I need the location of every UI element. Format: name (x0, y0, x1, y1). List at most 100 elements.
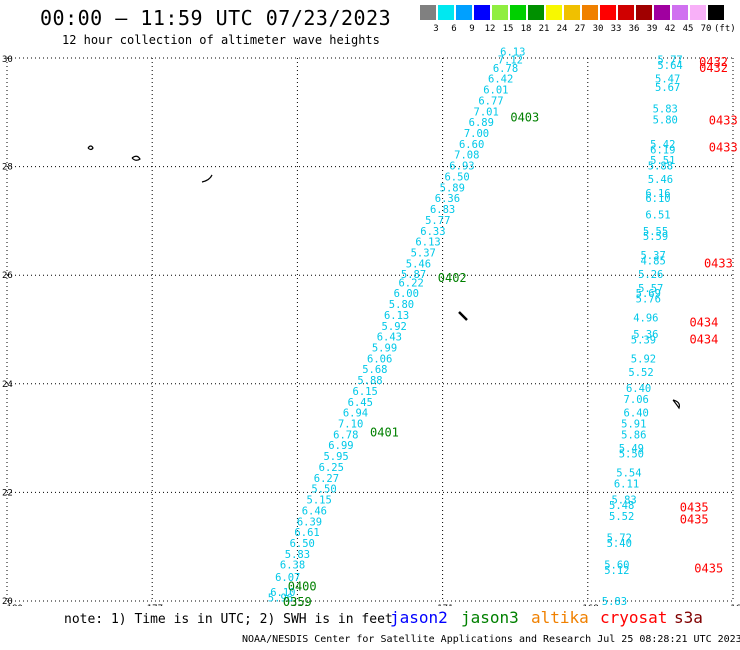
wave-height-point: 6.89 (469, 117, 494, 129)
credit-line: NOAA/NESDIS Center for Satellite Applica… (242, 634, 740, 645)
wave-height-point: 6.13 (500, 47, 525, 59)
y-tick-label: 26 (2, 271, 13, 281)
scale-swatch (564, 5, 580, 20)
scale-label: 15 (502, 24, 514, 34)
wave-height-point: 5.89 (440, 182, 465, 194)
scale-swatch (528, 5, 544, 20)
wave-height-point: 5.46 (406, 258, 431, 270)
wave-height-point: 7.00 (464, 128, 489, 140)
wave-height-point: 6.13 (384, 310, 409, 322)
x-tick-label: -171 (432, 604, 454, 606)
wave-height-point: 6.01 (483, 85, 508, 97)
x-tick-label: -180 (1, 604, 23, 606)
wave-height-point: 5.55 (643, 226, 668, 238)
wave-height-point: 6.40 (626, 383, 651, 395)
island-shape (201, 174, 213, 183)
scale-swatch (654, 5, 670, 20)
wave-height-point: 5.83 (653, 104, 678, 116)
x-tick-label: -168 (577, 604, 599, 606)
wave-height-point: 6.16 (645, 188, 670, 200)
time-label: 0435 (680, 513, 709, 527)
wave-height-point: 5.59 (643, 231, 668, 243)
legend-item-jason2: jason2 (390, 608, 448, 627)
wave-height-point: 5.92 (382, 321, 407, 333)
wave-height-point: 6.25 (319, 462, 344, 474)
wave-height-point: 6.38 (280, 560, 305, 572)
wave-height-point: 6.07 (275, 572, 300, 584)
wave-height-point: 5.87 (401, 269, 426, 281)
wave-height-point: 6.10 (645, 193, 670, 205)
wave-height-point: 6.45 (348, 397, 373, 409)
wave-height-point: 6.39 (297, 516, 322, 528)
wave-height-point: 7.08 (454, 150, 479, 162)
wave-height-point: 7.06 (624, 394, 649, 406)
wave-height-point: 5.68 (362, 364, 387, 376)
wave-height-point: 5.37 (640, 250, 665, 262)
wave-height-point: 5.88 (648, 161, 673, 173)
time-label: 0435 (680, 501, 709, 515)
wave-height-point: 5.95 (323, 451, 348, 463)
scale-swatch (438, 5, 454, 20)
wave-height-point: 5.50 (619, 448, 644, 460)
wave-height-point: 6.78 (493, 63, 518, 75)
time-label: 0359 (283, 595, 312, 606)
scale-label: 6 (451, 24, 457, 34)
wave-height-point: 5.83 (602, 596, 627, 606)
wave-height-point: 5.36 (633, 329, 658, 341)
island-shape (672, 399, 680, 410)
wave-height-point: 6.10 (270, 587, 295, 599)
scale-swatch (474, 5, 490, 20)
time-label: 0434 (689, 315, 718, 329)
scale-label: 27 (574, 24, 586, 34)
chart-title: 00:00 – 11:59 UTC 07/23/2023 (40, 6, 392, 30)
wave-height-point: 5.52 (609, 511, 634, 523)
scale-label: 9 (469, 24, 475, 34)
wave-height-point: 6.83 (430, 204, 455, 216)
wave-height-point: 5.92 (631, 353, 656, 365)
wave-height-point: 5.52 (628, 367, 653, 379)
y-tick-label: 24 (2, 380, 13, 390)
time-label: 0432 (699, 55, 728, 69)
wave-height-point: 5.40 (607, 538, 632, 550)
wave-height-point: 5.50 (311, 484, 336, 496)
wave-height-point: 5.77 (425, 215, 450, 227)
wave-height-point: 6.78 (333, 429, 358, 441)
time-label: 0401 (370, 426, 399, 440)
chart-subtitle: 12 hour collection of altimeter wave hei… (62, 33, 380, 47)
wave-height-point: 5.39 (631, 334, 656, 346)
wave-height-point: 5.51 (650, 155, 675, 167)
scale-label: (ft) (714, 24, 736, 34)
wave-height-point: 5.46 (648, 174, 673, 186)
scale-label: 24 (556, 24, 568, 34)
wave-height-point: 5.49 (619, 443, 644, 455)
wave-height-point: 5.83 (285, 549, 310, 561)
scale-swatch (420, 5, 436, 20)
axis-ticks: -180 -177 -174 -171 -168 -16 20 22 24 26 28 30 (1, 55, 740, 606)
wave-height-point: 6.27 (314, 473, 339, 485)
legend-item-s3a: s3a (674, 608, 703, 627)
time-label: 0435 (694, 561, 723, 575)
wave-height-point: 5.96 (268, 592, 293, 604)
time-label: 0400 (288, 579, 317, 593)
scale-swatch (600, 5, 616, 20)
wave-height-point: 5.99 (372, 343, 397, 355)
scale-label: 3 (433, 24, 439, 34)
time-label: 0433 (709, 141, 738, 155)
legend-item-jason3: jason3 (461, 608, 519, 627)
time-label: 0402 (438, 271, 467, 285)
scale-swatch (690, 5, 706, 20)
wave-height-point: 5.80 (389, 299, 414, 311)
wave-height-point: 6.36 (435, 193, 460, 205)
time-label: 0403 (510, 111, 539, 125)
wave-height-point: 5.48 (609, 500, 634, 512)
scale-swatch (510, 5, 526, 20)
wave-height-point: 5.42 (650, 139, 675, 151)
y-tick-label: 28 (2, 163, 13, 173)
scale-swatch (492, 5, 508, 20)
x-tick-label: -16 (725, 604, 740, 606)
wave-height-point: 5.83 (611, 495, 636, 507)
time-label: 0434 (689, 332, 718, 346)
wave-height-point: 5.77 (657, 55, 682, 67)
wave-height-point: 6.93 (449, 161, 474, 173)
wave-height-point: 5.80 (653, 114, 678, 126)
